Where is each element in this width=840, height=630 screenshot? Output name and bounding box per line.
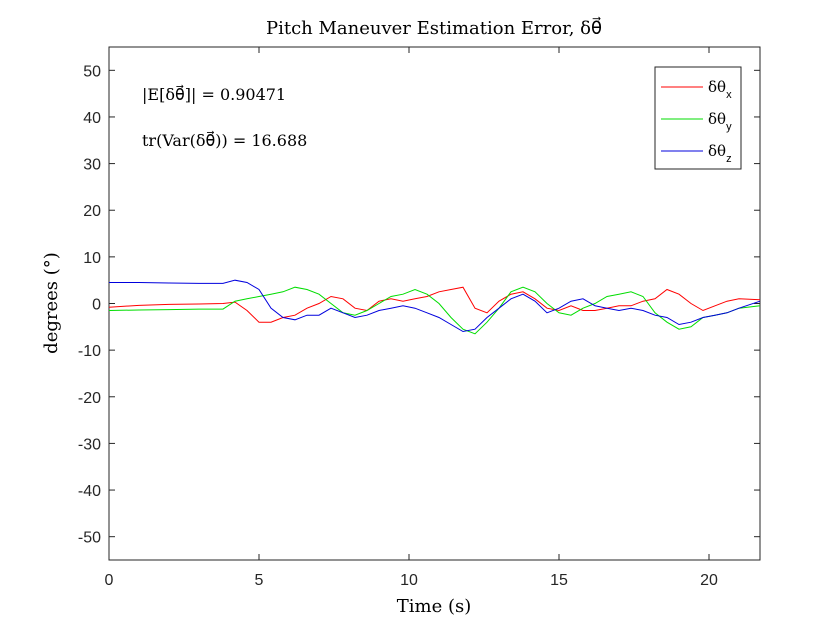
- legend-label-z: δθz: [708, 142, 732, 165]
- legend-label-y: δθy: [708, 110, 732, 133]
- annotation-mean: |E[δθ⃗]| = 0.90471: [142, 84, 286, 104]
- legend-box: [654, 66, 742, 170]
- legend-label-sub: x: [726, 89, 732, 101]
- x-tick-label: 10: [400, 572, 418, 589]
- y-axis-label: degrees (°): [41, 252, 62, 354]
- y-tick-label: 10: [83, 250, 101, 267]
- series-line-x: [108, 286, 761, 323]
- y-tick-label: -40: [78, 483, 101, 500]
- legend-label-sub: z: [726, 153, 732, 165]
- x-tick-label: 15: [550, 572, 568, 589]
- legend-label-x: δθx: [708, 78, 732, 101]
- y-tick-label: -30: [78, 436, 101, 453]
- x-tick-label: 5: [255, 572, 264, 589]
- y-tick-label: 0: [92, 297, 101, 314]
- x-tick-label: 20: [700, 572, 718, 589]
- tick-labels: 0 5 10 15 20 -50 -40 -30 -20 -10 0 10 20 30 40 50: [78, 63, 718, 589]
- axis-ticks: [108, 47, 760, 560]
- series-line-y: [108, 286, 761, 335]
- data-series: [108, 279, 761, 335]
- chart-title: Pitch Maneuver Estimation Error, δθ⃗: [266, 17, 602, 39]
- y-tick-label: 40: [83, 110, 101, 127]
- y-tick-label: 30: [83, 157, 101, 174]
- series-line-z: [109, 279, 761, 333]
- y-tick-label: -10: [78, 343, 101, 360]
- legend-label-sub: y: [726, 121, 732, 133]
- annotation-variance: tr(Var(δθ⃗)) = 16.688: [142, 130, 307, 150]
- y-tick-label: -20: [78, 390, 101, 407]
- legend-label-base: δθ: [708, 142, 726, 160]
- y-tick-label: 20: [83, 203, 101, 220]
- legend-label-base: δθ: [708, 110, 726, 128]
- x-tick-label: 0: [105, 572, 114, 589]
- y-tick-label: 50: [83, 63, 101, 80]
- legend-label-base: δθ: [708, 78, 726, 96]
- y-tick-label: -50: [78, 530, 101, 547]
- x-axis-label: Time (s): [397, 596, 472, 617]
